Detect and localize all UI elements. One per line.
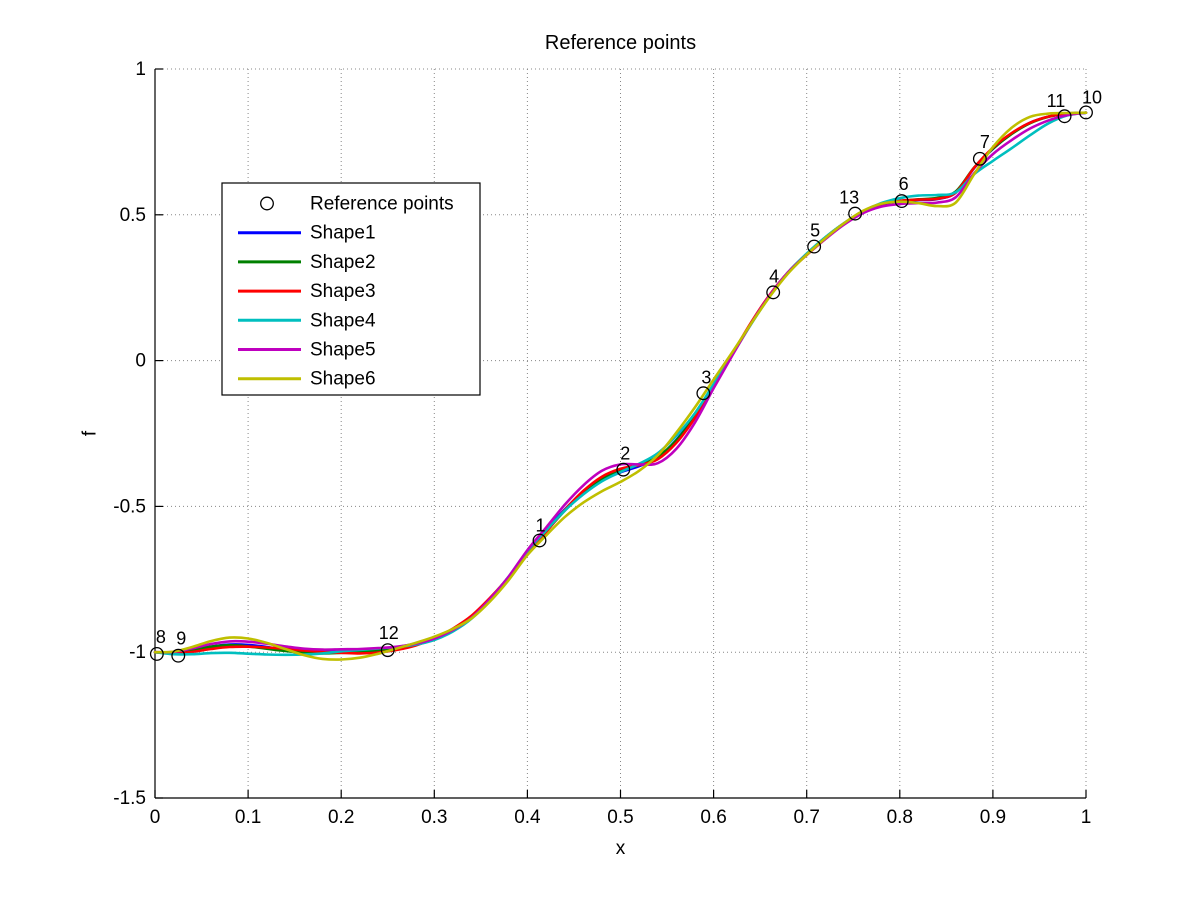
reference-point-marker <box>1057 109 1072 124</box>
y-tick-label: 0.5 <box>120 205 146 226</box>
x-tick-label: 0.4 <box>514 807 541 828</box>
legend-item-shape1-label: Shape1 <box>310 223 376 244</box>
x-tick-label: 0 <box>150 807 161 828</box>
x-tick-label: 0.7 <box>793 807 819 828</box>
reference-point-label: 1 <box>536 516 546 536</box>
legend-item-shape3-label: Shape3 <box>310 281 376 302</box>
reference-point-label: 9 <box>176 629 186 649</box>
reference-point-label: 3 <box>701 367 711 387</box>
y-tick-label: -1 <box>129 642 146 663</box>
reference-point-label: 7 <box>980 132 990 152</box>
reference-point-label: 12 <box>379 623 399 643</box>
y-tick-label: -0.5 <box>113 496 146 517</box>
legend-item-shape2-label: Shape2 <box>310 252 376 273</box>
reference-point-label: 11 <box>1047 91 1066 111</box>
reference-point-marker <box>972 151 987 166</box>
reference-point-marker <box>380 643 395 658</box>
series-shape3-line <box>153 111 1088 655</box>
reference-point-label: 10 <box>1082 87 1102 107</box>
y-axis-label: f <box>79 430 101 437</box>
legend-item-shape4-label: Shape4 <box>310 310 376 331</box>
series-shape6-line <box>153 111 1088 661</box>
y-tick-label: 1 <box>135 59 146 80</box>
x-tick-label: 0.8 <box>887 807 913 828</box>
x-tick-label: 0.5 <box>607 807 633 828</box>
series-shape4-line <box>153 111 1088 657</box>
reference-point-label: 5 <box>810 221 820 241</box>
reference-point-label: 8 <box>156 627 166 647</box>
legend-item-shape5-label: Shape5 <box>310 340 376 361</box>
y-tick-label: 0 <box>135 351 146 372</box>
reference-point-label: 6 <box>899 174 909 194</box>
reference-point-marker <box>1079 105 1093 120</box>
chart-title: Reference points <box>544 32 697 54</box>
x-axis-label: x <box>615 838 626 859</box>
x-tick-label: 0.2 <box>328 807 354 828</box>
reference-point-marker <box>532 533 547 548</box>
reference-point-label: 13 <box>839 188 859 208</box>
legend-box <box>221 182 481 396</box>
reference-point-marker <box>149 646 164 661</box>
x-tick-label: 0.1 <box>235 807 261 828</box>
legend-item-shape6-label: Shape6 <box>310 369 376 390</box>
legend-item-reference-points-marker <box>260 196 274 211</box>
reference-point-marker <box>766 285 781 300</box>
reference-point-marker <box>696 386 711 401</box>
legend-item-reference-points-label: Reference points <box>310 194 454 215</box>
reference-point-marker <box>894 194 909 209</box>
reference-point-marker <box>171 648 186 663</box>
x-tick-label: 0.3 <box>421 807 447 828</box>
x-tick-label: 0.6 <box>700 807 726 828</box>
reference-point-marker <box>848 206 863 221</box>
reference-point-marker <box>616 462 631 477</box>
reference-point-label: 4 <box>769 266 779 286</box>
x-tick-label: 1 <box>1081 807 1092 828</box>
y-tick-label: -1.5 <box>113 788 146 809</box>
x-tick-label: 0.9 <box>980 807 1006 828</box>
reference-point-marker <box>807 239 822 254</box>
reference-point-label: 2 <box>620 444 630 464</box>
